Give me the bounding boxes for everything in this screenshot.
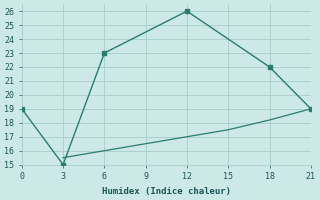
X-axis label: Humidex (Indice chaleur): Humidex (Indice chaleur) — [102, 187, 231, 196]
